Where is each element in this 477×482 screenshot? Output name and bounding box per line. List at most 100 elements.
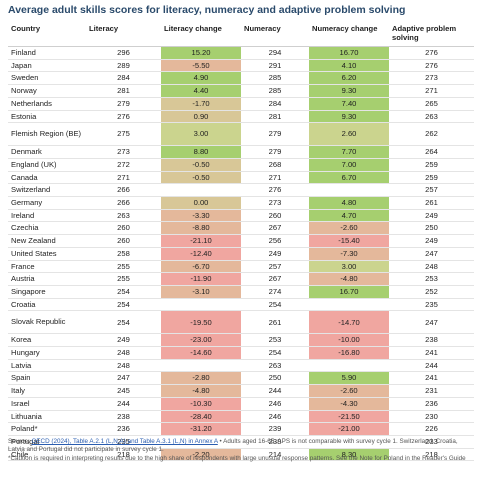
aps-cell: 236 <box>389 397 474 411</box>
numeracy-cell: 285 <box>241 84 309 98</box>
column-header: Numeracy change <box>309 22 389 47</box>
literacy-change-cell: -6.70 <box>161 260 241 274</box>
numeracy-cell: 257 <box>241 260 309 274</box>
source-link[interactable]: OECD (2024), Table A.2.1 (L,N,A) and Tab… <box>31 438 218 445</box>
aps-cell: 218 <box>389 448 474 462</box>
footnote: Source: OECD (2024), Table A.2.1 (L,N,A)… <box>8 438 470 463</box>
literacy-cell: 255 <box>86 260 161 274</box>
numeracy-cell: 285 <box>241 71 309 86</box>
country-cell: Portugal <box>8 435 86 449</box>
table-row: Czechia 260 -8.80 267 -2.60 250 <box>8 221 474 236</box>
country-cell: United States <box>8 247 86 261</box>
numeracy-cell: 263 <box>241 359 309 373</box>
numeracy-change-cell: -7.30 <box>309 247 389 261</box>
literacy-cell: 248 <box>86 359 161 373</box>
aps-cell: 247 <box>389 247 474 261</box>
literacy-change-cell: -21.10 <box>161 234 241 248</box>
literacy-change-cell: -14.60 <box>161 346 241 360</box>
literacy-cell: 271 <box>86 171 161 185</box>
literacy-change-cell: 0.90 <box>161 110 241 124</box>
numeracy-cell: 279 <box>241 145 309 159</box>
numeracy-cell: 279 <box>241 122 309 147</box>
numeracy-change-cell: 7.40 <box>309 97 389 111</box>
literacy-change-cell: -0.50 <box>161 171 241 185</box>
table-row: Portugal 235 238 233 <box>8 435 474 449</box>
literacy-cell: 254 <box>86 310 161 335</box>
numeracy-change-cell: 6.20 <box>309 71 389 86</box>
table-row: United States 258 -12.40 249 -7.30 247 <box>8 247 474 261</box>
country-cell: Estonia <box>8 110 86 124</box>
country-cell: Croatia <box>8 298 86 312</box>
source-label: Source: <box>8 438 32 445</box>
aps-cell: 231 <box>389 384 474 398</box>
country-cell: Flemish Region (BE) <box>8 122 86 147</box>
table-row: France 255 -6.70 257 3.00 248 <box>8 260 474 274</box>
numeracy-cell: 276 <box>241 183 309 198</box>
numeracy-cell: 256 <box>241 234 309 248</box>
literacy-change-cell: -28.40 <box>161 410 241 424</box>
numeracy-change-cell: -14.70 <box>309 310 389 335</box>
country-cell: Czechia <box>8 221 86 236</box>
aps-cell: 241 <box>389 346 474 360</box>
numeracy-change-cell: -2.60 <box>309 384 389 398</box>
aps-cell: 233 <box>389 435 474 449</box>
literacy-cell: 254 <box>86 298 161 312</box>
table-body: Finland 296 15.20 294 16.70 276 Japan 289 -5.50 2… <box>8 46 474 462</box>
column-header: Numeracy <box>241 22 309 47</box>
literacy-cell: 289 <box>86 59 161 73</box>
literacy-cell: 263 <box>86 209 161 223</box>
table-title: Average adult skills scores for literacy… <box>8 4 406 16</box>
aps-cell: 261 <box>389 196 474 210</box>
table-row: Ireland 263 -3.30 260 4.70 249 <box>8 209 474 223</box>
literacy-change-cell: 0.00 <box>161 196 241 210</box>
numeracy-cell: 239 <box>241 422 309 436</box>
aps-cell: 235 <box>389 298 474 312</box>
literacy-cell: 247 <box>86 371 161 386</box>
literacy-change-cell: -3.10 <box>161 285 241 299</box>
caution-note: *Caution is required in interpreting res… <box>8 454 466 462</box>
country-cell: Hungary <box>8 346 86 360</box>
literacy-cell: 255 <box>86 272 161 286</box>
aps-cell: 249 <box>389 209 474 223</box>
literacy-change-cell: 15.20 <box>161 46 241 60</box>
table-row: Denmark 273 8.80 279 7.70 264 <box>8 145 474 159</box>
literacy-change-cell: 8.80 <box>161 145 241 159</box>
country-cell: Japan <box>8 59 86 73</box>
numeracy-cell: 249 <box>241 247 309 261</box>
literacy-cell: 281 <box>86 84 161 98</box>
numeracy-cell: 267 <box>241 221 309 236</box>
literacy-cell: 284 <box>86 71 161 86</box>
numeracy-cell: 274 <box>241 285 309 299</box>
country-cell: Singapore <box>8 285 86 299</box>
literacy-change-cell: -31.20 <box>161 422 241 436</box>
aps-cell: 276 <box>389 46 474 60</box>
numeracy-cell: 267 <box>241 272 309 286</box>
skills-table: Country Literacy Literacy change Numerac… <box>8 22 474 462</box>
literacy-cell: 258 <box>86 247 161 261</box>
literacy-cell: 260 <box>86 221 161 236</box>
aps-cell: 241 <box>389 371 474 386</box>
numeracy-change-cell <box>309 359 389 373</box>
country-cell: Germany <box>8 196 86 210</box>
country-cell: Poland* <box>8 422 86 436</box>
literacy-cell: 296 <box>86 46 161 60</box>
numeracy-change-cell <box>309 183 389 198</box>
aps-cell: 253 <box>389 272 474 286</box>
aps-cell: 276 <box>389 59 474 73</box>
table-row: Norway 281 4.40 285 9.30 271 <box>8 84 474 98</box>
literacy-cell: 276 <box>86 110 161 124</box>
aps-cell: 264 <box>389 145 474 159</box>
table-row: England (UK) 272 -0.50 268 7.00 259 <box>8 158 474 172</box>
table-row: Hungary 248 -14.60 254 -16.80 241 <box>8 346 474 360</box>
country-cell: Netherlands <box>8 97 86 111</box>
aps-cell: 247 <box>389 310 474 335</box>
table-row: Netherlands 279 -1.70 284 7.40 265 <box>8 97 474 111</box>
literacy-change-cell: -5.50 <box>161 59 241 73</box>
numeracy-change-cell: -21.00 <box>309 422 389 436</box>
numeracy-change-cell: 4.70 <box>309 209 389 223</box>
table-row: Slovak Republic 254 -19.50 261 -14.70 247 <box>8 310 474 335</box>
table-row: Chile 218 -2.20 214 8.30 218 <box>8 448 474 462</box>
literacy-change-cell <box>161 435 241 449</box>
country-cell: Finland <box>8 46 86 60</box>
numeracy-cell: 271 <box>241 171 309 185</box>
